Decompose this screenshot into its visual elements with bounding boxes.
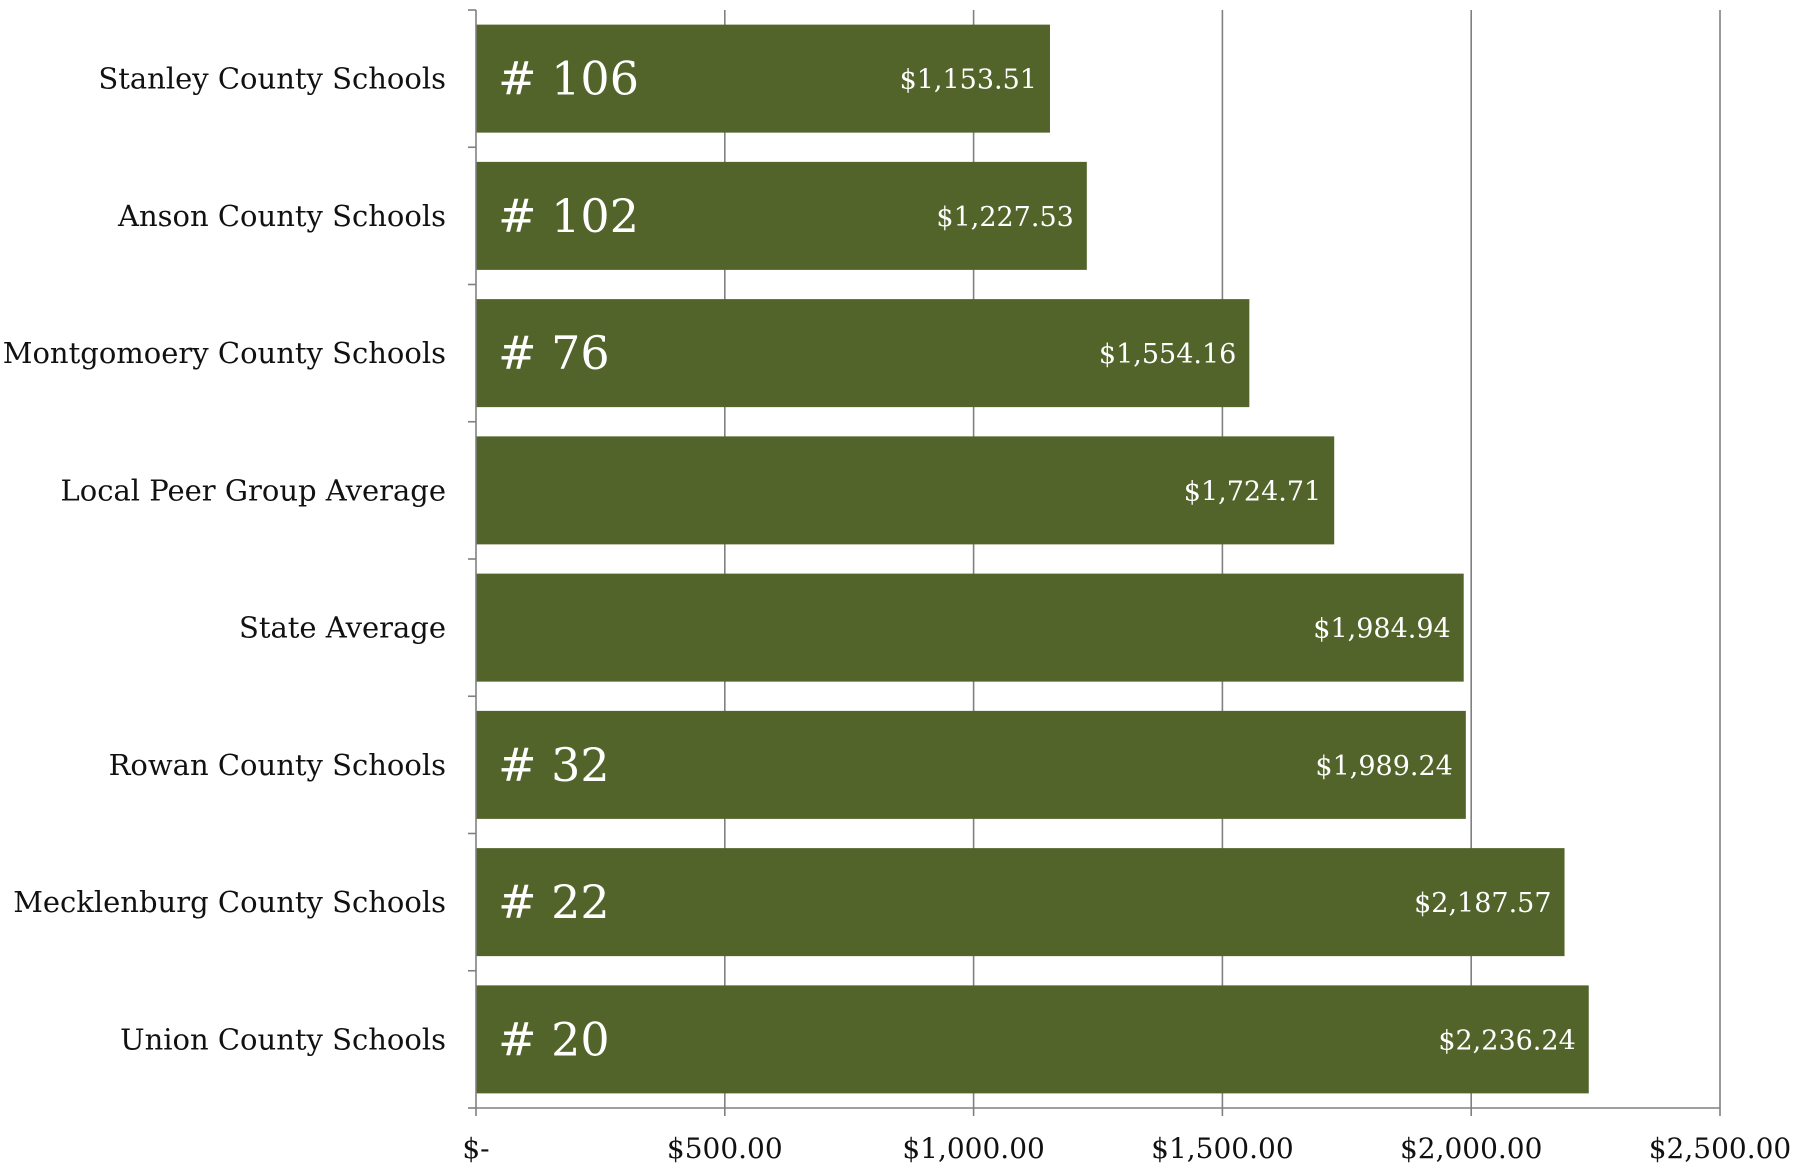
rank-label: # 102 — [498, 189, 639, 243]
data-label: $2,236.24 — [1438, 1025, 1575, 1056]
rank-label: # 76 — [498, 326, 610, 380]
rank-label: # 20 — [498, 1012, 610, 1066]
bar — [476, 436, 1335, 545]
bar — [476, 710, 1466, 819]
bar — [476, 299, 1250, 408]
category-label: Rowan County Schools — [109, 748, 446, 782]
bar — [476, 848, 1565, 957]
bar — [476, 24, 1050, 133]
category-label: State Average — [239, 611, 446, 645]
rank-label: # 32 — [498, 738, 610, 792]
category-label: Stanley County Schools — [98, 62, 446, 96]
bars — [476, 24, 1589, 1094]
x-tick-label: $1,500.00 — [1151, 1132, 1294, 1165]
labels: $1,153.51 # 106 Stanley County Schools $1,2… — [3, 52, 1791, 1165]
category-label: Montgomoery County Schools — [3, 336, 446, 370]
x-tick-label: $500.00 — [667, 1132, 783, 1165]
data-label: $1,153.51 — [900, 65, 1037, 96]
x-tick-label: $2,000.00 — [1400, 1132, 1543, 1165]
data-label: $1,984.94 — [1313, 614, 1450, 645]
x-tick-label: $1,000.00 — [902, 1132, 1045, 1165]
bar — [476, 985, 1589, 1094]
data-label: $2,187.57 — [1414, 888, 1551, 919]
category-label: Union County Schools — [120, 1022, 446, 1056]
category-label: Local Peer Group Average — [61, 473, 447, 507]
rank-label: # 22 — [498, 875, 610, 929]
axes — [468, 9, 1721, 1116]
bar — [476, 161, 1087, 270]
category-label: Mecklenburg County Schools — [13, 885, 446, 919]
data-label: $1,554.16 — [1099, 339, 1236, 370]
x-tick-label: $2,500.00 — [1649, 1132, 1792, 1165]
data-label: $1,724.71 — [1184, 476, 1321, 507]
data-label: $1,227.53 — [936, 202, 1073, 233]
rank-label: # 106 — [498, 52, 639, 106]
bar — [476, 573, 1464, 682]
x-tick-label: $- — [462, 1132, 489, 1165]
data-label: $1,989.24 — [1315, 751, 1452, 782]
category-label: Anson County Schools — [117, 199, 446, 233]
